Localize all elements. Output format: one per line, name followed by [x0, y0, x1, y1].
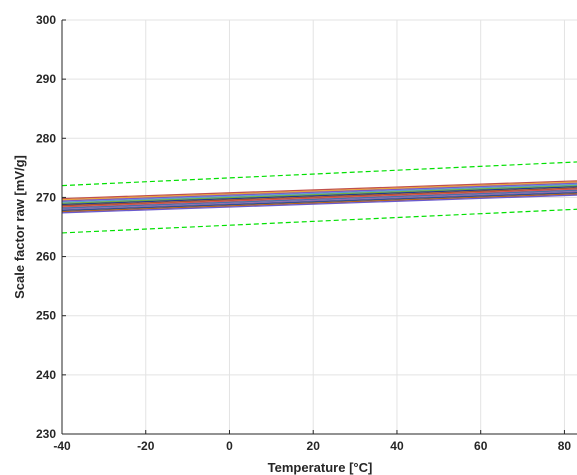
limit-line-1 [61, 161, 577, 187]
x-tick-label: -40 [53, 439, 71, 453]
x-tick-labels: -40 -20 0 20 40 60 80 [53, 439, 571, 453]
series-line-7 [61, 187, 577, 207]
x-tick-label: 80 [558, 439, 572, 453]
y-tick-label: 280 [36, 131, 56, 145]
limit-lines [61, 161, 577, 234]
x-tick-label: 60 [474, 439, 488, 453]
y-tick-label: 270 [36, 190, 56, 204]
series-line-13 [61, 194, 577, 214]
x-tick-label: 20 [307, 439, 321, 453]
series-line-12 [61, 193, 577, 213]
y-tick-label: 230 [36, 427, 56, 441]
y-tick-label: 290 [36, 72, 56, 86]
series-line-3 [61, 182, 577, 202]
y-tick-labels: 230 240 250 260 270 280 290 300 [36, 13, 56, 441]
y-tick-label: 300 [36, 13, 56, 27]
series-line-2 [61, 181, 577, 201]
y-tick-label: 250 [36, 309, 56, 323]
series-line-1 [61, 180, 577, 200]
x-axis-label: Temperature [°C] [268, 460, 373, 475]
y-axis-label: Scale factor raw [mV/g] [12, 155, 27, 299]
series-lines [61, 180, 577, 214]
x-tick-label: 0 [226, 439, 233, 453]
limit-line-2 [61, 208, 577, 234]
y-tick-label: 260 [36, 250, 56, 264]
series-line-4 [61, 183, 577, 203]
y-tick-label: 240 [36, 368, 56, 382]
series-line-10 [61, 190, 577, 210]
series-line-8 [61, 188, 577, 208]
series-line-9 [61, 189, 577, 209]
series-line-11 [61, 192, 577, 212]
axes-frame [61, 19, 577, 435]
series-line-5 [61, 184, 577, 204]
series-line-6 [61, 186, 577, 206]
x-tick-label: -20 [137, 439, 155, 453]
x-tick-label: 40 [390, 439, 404, 453]
plot-area [62, 20, 577, 434]
